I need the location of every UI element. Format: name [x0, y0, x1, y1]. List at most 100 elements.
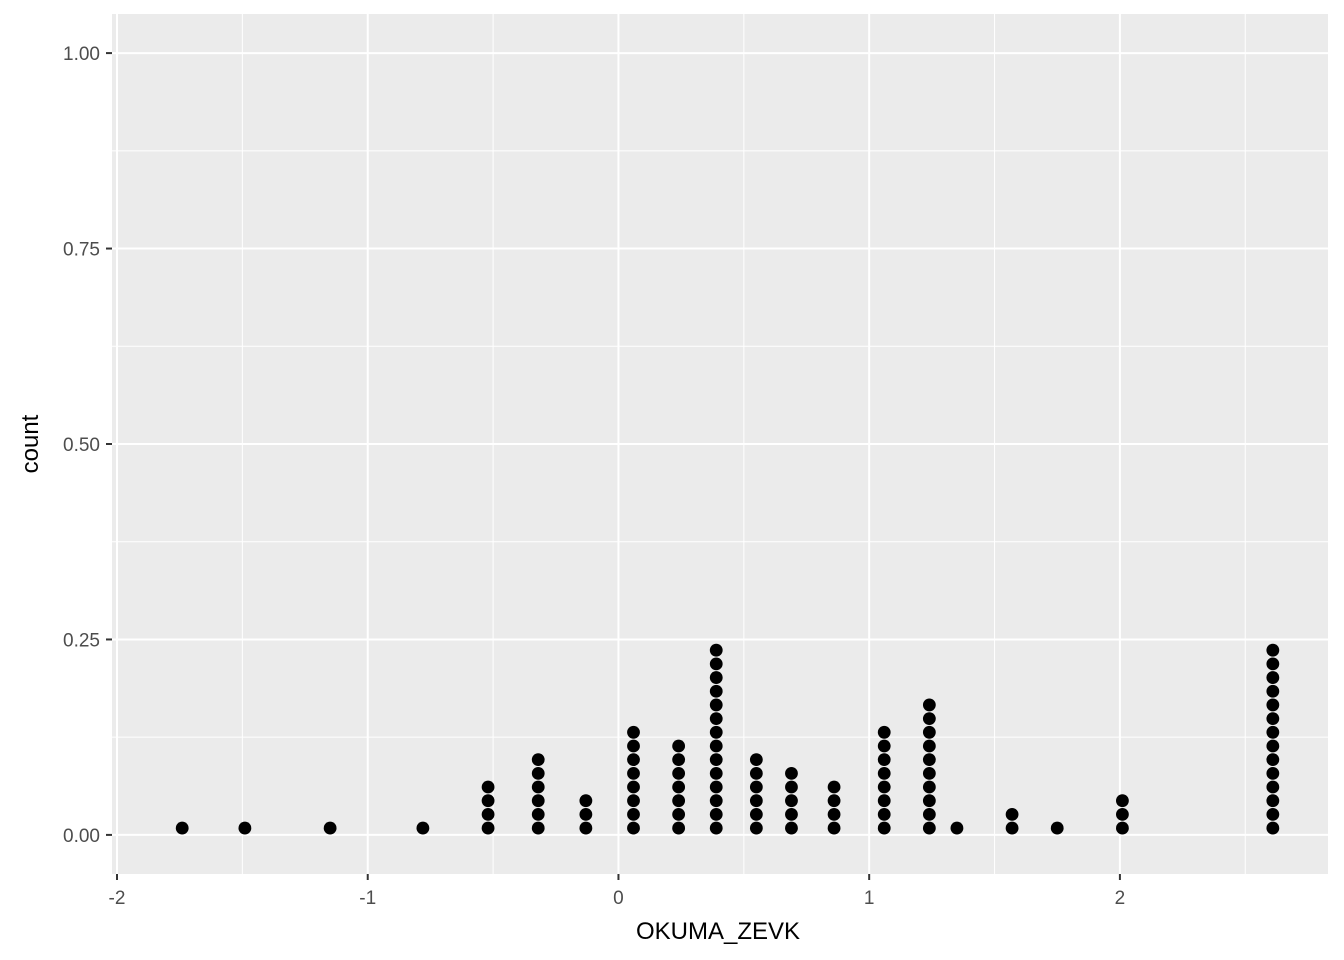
- dot: [531, 780, 545, 794]
- y-tick-label: 0.75: [63, 240, 100, 261]
- dot: [749, 753, 763, 767]
- dot: [1266, 698, 1280, 712]
- dot: [709, 780, 723, 794]
- dot-stack: [672, 739, 686, 835]
- dot: [709, 698, 723, 712]
- dot: [627, 794, 640, 808]
- dot: [877, 780, 891, 794]
- dot-stack: [1266, 643, 1280, 835]
- x-tick-label: 2: [1115, 888, 1126, 909]
- dot: [749, 794, 763, 808]
- dot: [827, 780, 841, 794]
- dot: [709, 671, 723, 684]
- dot-stack: [175, 821, 189, 835]
- dot: [749, 780, 763, 794]
- dot-stack: [416, 821, 430, 835]
- dot: [627, 739, 640, 753]
- dot: [531, 807, 545, 821]
- dot: [1116, 821, 1129, 835]
- dot: [1266, 794, 1280, 808]
- dot: [922, 725, 936, 739]
- dot: [1005, 807, 1019, 821]
- dot: [481, 821, 495, 835]
- dot: [709, 794, 723, 808]
- dot: [672, 739, 686, 753]
- dot-stack: [531, 753, 545, 835]
- dot: [749, 766, 763, 780]
- dot: [579, 807, 593, 821]
- dot-stack: [627, 725, 640, 835]
- dot: [672, 821, 686, 835]
- dot: [1266, 712, 1280, 726]
- y-tick-label: 0.25: [63, 630, 100, 651]
- x-tick-label: 1: [864, 888, 875, 909]
- dot: [709, 753, 723, 767]
- dot: [877, 725, 891, 739]
- dot-stack: [238, 821, 252, 835]
- dot: [1266, 643, 1280, 657]
- dot: [709, 643, 723, 657]
- dot: [709, 725, 723, 739]
- dot: [709, 821, 723, 835]
- dot-stack: [323, 821, 337, 835]
- dot: [827, 807, 841, 821]
- dot: [1266, 725, 1280, 739]
- dot: [531, 766, 545, 780]
- dot: [709, 684, 723, 698]
- dot: [627, 725, 640, 739]
- x-axis-title: OKUMA_ZEVK: [636, 918, 800, 945]
- dot: [416, 821, 430, 835]
- dot: [627, 780, 640, 794]
- dot-stack: [922, 698, 936, 835]
- y-tick-label: 0.50: [63, 435, 100, 456]
- dot-stack: [481, 780, 495, 835]
- dot: [922, 739, 936, 753]
- dot: [1266, 753, 1280, 767]
- dot: [922, 712, 936, 726]
- dot-stack: [579, 794, 593, 835]
- dot-stack: [1005, 807, 1019, 835]
- y-axis: 0.00 0.25 0.50 0.75 1.00: [63, 44, 112, 847]
- dot: [323, 821, 337, 835]
- dot: [922, 794, 936, 808]
- dot: [877, 794, 891, 808]
- dot: [785, 766, 798, 780]
- dot: [1266, 780, 1280, 794]
- dot-stacks: [175, 643, 1280, 835]
- dot: [785, 794, 798, 808]
- dot: [672, 753, 686, 767]
- dot: [877, 739, 891, 753]
- y-tick-label: 1.00: [63, 44, 100, 65]
- dot: [877, 766, 891, 780]
- dot: [709, 712, 723, 726]
- dot: [1266, 807, 1280, 821]
- dot: [579, 821, 593, 835]
- dot: [175, 821, 189, 835]
- dot: [827, 821, 841, 835]
- y-tick-label: 0.00: [63, 826, 100, 847]
- dot: [922, 807, 936, 821]
- dot: [709, 739, 723, 753]
- y-axis-title: count: [17, 414, 44, 473]
- dot: [481, 807, 495, 821]
- dot: [749, 807, 763, 821]
- dot: [1266, 766, 1280, 780]
- dot: [531, 794, 545, 808]
- dot: [579, 794, 593, 808]
- dot: [1266, 657, 1280, 671]
- dot: [950, 821, 964, 835]
- x-axis: -2 -1 0 1 2: [109, 874, 1126, 909]
- dot: [1266, 671, 1280, 684]
- dot: [1266, 684, 1280, 698]
- dot: [922, 766, 936, 780]
- dot: [877, 807, 891, 821]
- dot: [672, 807, 686, 821]
- dot: [1005, 821, 1019, 835]
- dot: [672, 794, 686, 808]
- dot: [709, 657, 723, 671]
- dot: [922, 698, 936, 712]
- dot: [672, 780, 686, 794]
- dot: [627, 753, 640, 767]
- dot-stack: [1116, 794, 1129, 835]
- dot: [922, 821, 936, 835]
